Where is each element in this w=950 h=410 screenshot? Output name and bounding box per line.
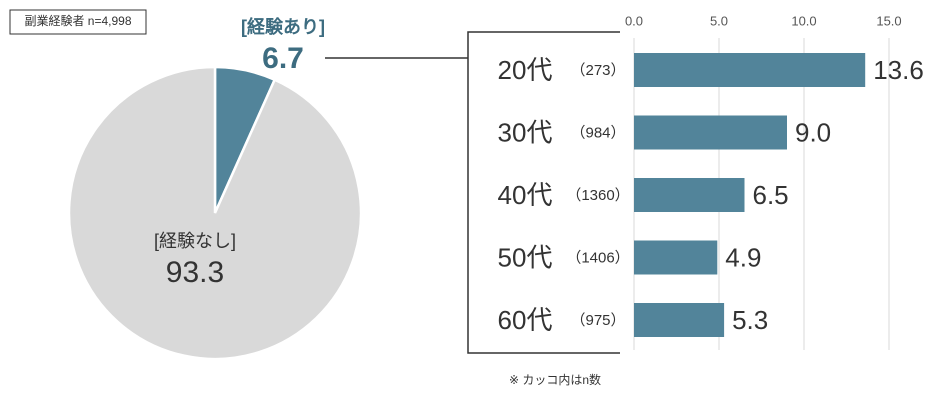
pie-slice <box>67 65 363 361</box>
x-tick-label: 0.0 <box>625 13 643 28</box>
category-label: 30代 <box>498 117 553 147</box>
slice-value: 93.3 <box>166 256 224 289</box>
slice-value: 6.7 <box>262 42 304 75</box>
slice-label: [経験あり] <box>241 16 325 37</box>
x-tick-label: 5.0 <box>710 13 728 28</box>
slice-label: [経験なし] <box>154 231 236 251</box>
n-label: （273） <box>570 62 625 79</box>
bar <box>634 115 787 150</box>
note: ※ カッコ内はn数 <box>509 372 601 387</box>
value-label: 4.9 <box>725 242 761 272</box>
x-tick-label: 10.0 <box>791 13 816 28</box>
value-label: 9.0 <box>795 117 831 147</box>
category-label: 40代 <box>498 180 553 210</box>
value-label: 5.3 <box>732 305 768 335</box>
connector <box>325 31 620 354</box>
bar <box>634 303 725 337</box>
x-tick-label: 15.0 <box>876 13 901 28</box>
n-label: （1360） <box>566 187 629 204</box>
pie-title: 副業経験者 n=4,998 <box>24 13 131 28</box>
n-label: （1406） <box>566 249 629 266</box>
bar <box>634 240 718 275</box>
value-label: 13.6 <box>873 55 924 85</box>
n-label: （984） <box>570 124 625 141</box>
n-label: （975） <box>570 312 625 329</box>
bar <box>634 53 866 87</box>
category-label: 60代 <box>498 305 553 335</box>
title-box <box>9 9 147 35</box>
category-label: 50代 <box>498 242 553 272</box>
bar <box>634 178 745 212</box>
value-label: 6.5 <box>753 180 789 210</box>
category-label: 20代 <box>498 55 553 85</box>
